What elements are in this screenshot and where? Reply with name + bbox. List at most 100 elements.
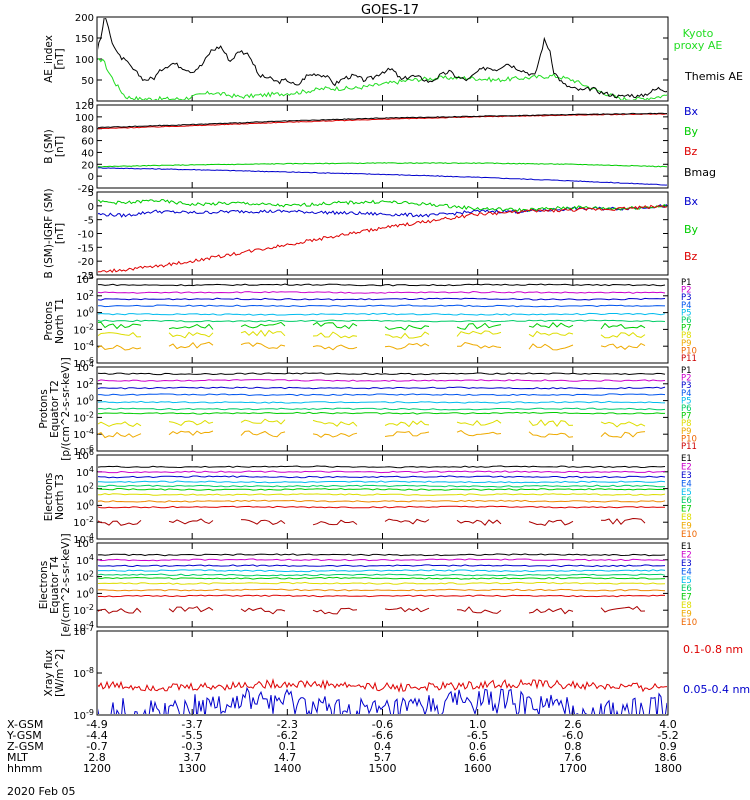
y-tick-label: 10-4 — [73, 339, 94, 353]
series-line-p9 — [312, 432, 358, 438]
series-line-p9 — [168, 430, 214, 436]
y-tick-label: 10-4 — [73, 620, 94, 634]
y-tick-base: 10 — [76, 397, 89, 408]
y-tick-exponent: 4 — [89, 360, 94, 369]
legend-entry: E5 — [681, 576, 692, 586]
y-tick-label: 0 — [88, 97, 94, 108]
legend-entry: P5 — [681, 308, 692, 318]
series-line-p8 — [528, 330, 574, 338]
y-tick-label: -10 — [78, 230, 94, 241]
legend-entry: By — [684, 223, 699, 236]
y-axis-label-line: Equator T2 — [49, 380, 61, 438]
series-line-e10 — [168, 518, 214, 525]
y-axis-label: AE_index[nT] — [43, 35, 66, 83]
series-line-p9 — [528, 431, 574, 438]
series-line-p8 — [456, 330, 502, 337]
y-tick-base: 10 — [76, 573, 89, 584]
series-line-e8 — [98, 588, 666, 592]
y-tick-base: 10 — [76, 380, 89, 391]
legend-entry: E2 — [681, 462, 692, 472]
series-line-p8 — [528, 419, 574, 428]
y-tick-base: 10 — [73, 711, 86, 722]
legend-entry: P10 — [681, 346, 697, 356]
y-tick-base: 10 — [76, 309, 89, 320]
legend-entry: P6 — [681, 316, 692, 326]
orbit-cell: -5.5 — [181, 729, 202, 742]
y-tick-label: 10-2 — [73, 515, 94, 529]
y-tick-label: 200 — [75, 13, 94, 24]
legend-entry: E4 — [681, 479, 692, 489]
series-line-e10 — [456, 519, 502, 526]
y-tick-exponent: -7 — [86, 624, 94, 633]
y-tick-exponent: 0 — [89, 586, 94, 595]
orbit-row-label: MLT — [7, 751, 28, 764]
chart-panel-1: 0 50 100 150 200 AE_index[nT] Kyoto proxy AE The… — [43, 13, 743, 108]
legend-entry: E10 — [681, 618, 697, 628]
orbit-cell: 0.4 — [374, 740, 392, 753]
series-line-bz — [98, 204, 667, 274]
y-axis-label-line: B (SM)-IGRF (SM) — [43, 188, 55, 278]
orbit-cell: 1300 — [178, 762, 206, 775]
orbit-cell: 6.6 — [469, 751, 487, 764]
orbit-cell: 1.0 — [469, 718, 487, 731]
legend-entry: P8 — [681, 331, 692, 341]
orbit-cell: -6.2 — [277, 729, 298, 742]
y-tick-label: 60 — [81, 137, 94, 148]
orbit-cell: -3.7 — [181, 718, 202, 731]
series-line-p6 — [98, 407, 666, 411]
legend-entry: E1 — [681, 542, 692, 552]
series-line-p7 — [312, 321, 358, 330]
series-line-e7 — [98, 581, 666, 585]
plot-area — [98, 678, 667, 714]
y-tick-label: 0 — [88, 202, 94, 213]
series-line-p8 — [456, 419, 502, 426]
series-line-e10 — [600, 517, 646, 525]
orbit-row-label: hhmm — [7, 762, 42, 775]
series-line-p8 — [384, 331, 430, 339]
y-tick-label: 104 — [76, 553, 94, 567]
y-tick-label: 100 — [76, 394, 94, 408]
orbit-cell: 8.6 — [659, 751, 677, 764]
y-tick-base: 10 — [73, 413, 86, 424]
series-line-p9 — [98, 344, 142, 351]
orbit-cell: -6.6 — [372, 729, 393, 742]
series-line-p7 — [168, 323, 214, 330]
orbit-cell: 4.7 — [279, 751, 297, 764]
orbit-cell: 2.6 — [564, 718, 582, 731]
plot-area — [98, 465, 666, 526]
series-line-e10 — [528, 519, 574, 526]
y-axis-label-line: AE_index — [43, 35, 55, 83]
legend: Kyoto proxy AE Themis AE — [674, 27, 743, 83]
y-tick-base: 10 — [76, 292, 89, 303]
y-tick-base: 10 — [73, 518, 86, 529]
y-tick-exponent: 0 — [89, 394, 94, 403]
series-line-e9 — [98, 505, 666, 509]
legend-entry: P4 — [681, 301, 692, 311]
series-line-e10 — [600, 605, 646, 613]
series-line-e3 — [98, 475, 666, 479]
y-tick-base: 10 — [73, 606, 86, 617]
orbit-cell: -6.0 — [562, 729, 583, 742]
series-line-e4 — [98, 569, 666, 573]
y-tick-label: 40 — [81, 148, 94, 159]
y-tick-exponent: 4 — [89, 272, 94, 281]
y-tick-exponent: -4 — [86, 620, 94, 629]
series-line-p9 — [528, 343, 574, 351]
plot-area — [98, 283, 666, 351]
legend-entry: E9 — [681, 522, 692, 532]
y-axis-label: B (SM)[nT] — [43, 129, 66, 163]
series-line-bx — [98, 167, 667, 186]
y-tick-label: 5 — [88, 188, 94, 199]
y-tick-base: 10 — [76, 363, 89, 374]
y-tick-label: -25 — [78, 271, 94, 282]
y-tick-base: 10 — [73, 669, 86, 680]
legend: Bx By Bz Bmag — [684, 105, 716, 179]
y-axis-label-line: [p/(cm^2-s-sr-keV)] — [60, 357, 72, 460]
legend-entry: P7 — [681, 412, 692, 422]
series-line-bz — [98, 113, 667, 130]
